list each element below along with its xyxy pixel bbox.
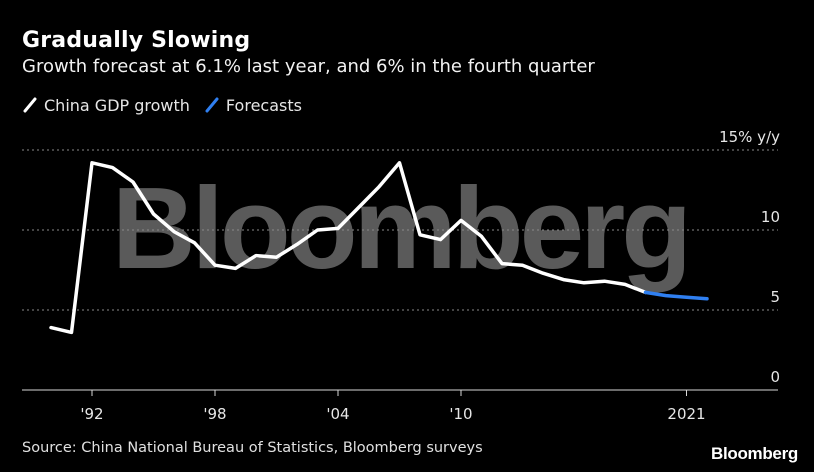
x-axis-labels: '92 '98 '04 '10 2021 (80, 405, 705, 423)
x-tick-label: '98 (203, 405, 226, 423)
y-tick-label: 15% y/y (719, 128, 780, 146)
legend-label-gdp: China GDP growth (44, 95, 190, 115)
source-note: Source: China National Bureau of Statist… (22, 440, 483, 456)
chart-title: Gradually Slowing (22, 28, 251, 53)
x-tick-label: '10 (449, 405, 472, 423)
x-tick-label: '04 (326, 405, 349, 423)
series-line-gdp (49, 161, 648, 335)
legend-label-forecasts: Forecasts (225, 95, 302, 115)
legend-swatch-gdp-icon (23, 97, 37, 113)
x-tick-label: 2021 (667, 405, 705, 423)
chart-subtitle: Growth forecast at 6.1% last year, and 6… (22, 56, 595, 77)
gridlines (22, 149, 778, 311)
x-axis (22, 389, 778, 396)
legend: China GDP growth Forecasts (22, 94, 302, 116)
legend-swatch-forecasts-icon (205, 97, 219, 113)
legend-item-forecasts: Forecasts (204, 96, 302, 115)
y-tick-label: 5 (770, 288, 780, 306)
y-tick-label: 10 (761, 208, 780, 226)
series-line-forecasts (643, 290, 709, 301)
y-axis-labels: 15% y/y 10 5 0 (719, 128, 780, 386)
brand-logo: Bloomberg (710, 444, 798, 463)
series-lines (49, 161, 709, 335)
watermark: Bloomberg (112, 163, 688, 293)
y-tick-label: 0 (770, 368, 780, 386)
x-tick-label: '92 (80, 405, 103, 423)
legend-item-gdp: China GDP growth (22, 96, 190, 115)
